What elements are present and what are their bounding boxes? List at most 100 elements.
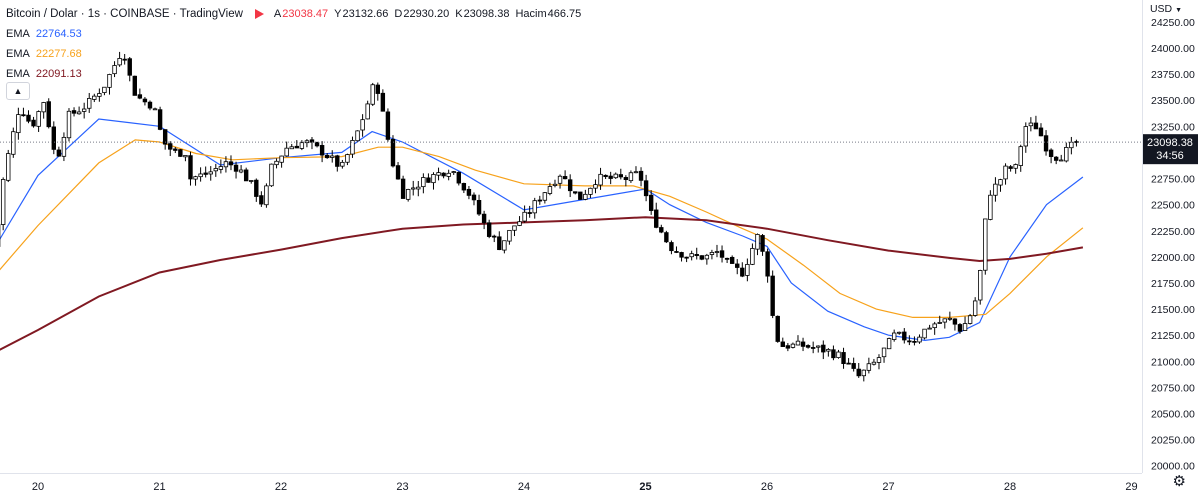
candle-body: [810, 347, 816, 349]
candle-body: [264, 185, 269, 206]
candle-body: [932, 323, 937, 329]
candle-body: [1069, 141, 1074, 149]
candle-body: [881, 347, 887, 358]
ohlc-close: K23098.38: [455, 8, 510, 20]
candle-body: [188, 155, 193, 180]
candle-body: [198, 173, 203, 178]
flag-icon[interactable]: [254, 9, 264, 19]
ema-label: EMA: [6, 68, 30, 80]
ema-line: [0, 216, 1084, 351]
candle-body: [340, 161, 345, 167]
candle-body: [385, 111, 391, 140]
candle-body: [664, 232, 669, 243]
candle-body: [861, 369, 866, 377]
candle-body: [294, 145, 299, 149]
candle-body: [279, 155, 284, 163]
candle-body: [476, 199, 482, 215]
candle-body: [1043, 135, 1049, 152]
candle-body: [330, 155, 335, 158]
x-axis[interactable]: 20 21 22 23 24 25 26 27 28 29: [32, 481, 1138, 493]
candle-body: [31, 119, 36, 127]
candle-body: [517, 221, 522, 226]
candle-body: [643, 180, 649, 197]
candle-body: [648, 194, 654, 211]
y-tick-label: 20500.00: [1151, 408, 1195, 420]
candle-body: [1064, 147, 1069, 162]
candle-body: [588, 187, 593, 195]
candle-body: [299, 142, 305, 149]
x-tick-label: 21: [153, 481, 165, 493]
candle-body: [36, 111, 41, 127]
ema-value: 22091.13: [35, 68, 82, 80]
x-tick-label: 24: [518, 481, 530, 493]
x-tick-label: 29: [1125, 481, 1137, 493]
x-tick-label: 26: [761, 481, 773, 493]
candle-body: [51, 126, 56, 150]
x-tick-label: 20: [32, 481, 44, 493]
candle-body: [567, 179, 573, 192]
candle-body: [481, 213, 487, 224]
candle-body: [557, 175, 563, 184]
x-tick-label: 27: [882, 481, 894, 493]
candle-body: [365, 103, 370, 120]
y-tick-label: 23500.00: [1151, 95, 1195, 107]
candle-body: [684, 256, 689, 259]
candle-body: [816, 345, 821, 348]
candle-body: [795, 340, 801, 346]
candle-body: [355, 130, 360, 142]
ema-row-mid[interactable]: EMA 22277.68: [6, 44, 587, 64]
candle-body: [112, 65, 117, 75]
candle-body: [689, 253, 694, 258]
ema-row-fast[interactable]: EMA 22764.53: [6, 24, 587, 44]
candle-body: [66, 110, 72, 139]
candle-body: [269, 163, 274, 187]
candle-body: [380, 92, 386, 112]
candle-body: [907, 340, 912, 343]
candle-body: [805, 345, 811, 348]
candle-body: [122, 58, 127, 61]
candle-body: [6, 153, 11, 181]
ohlc-volume: Hacim466.75: [515, 8, 582, 20]
chevron-down-icon: ▼: [1175, 7, 1182, 14]
bar-countdown: 34:56: [1156, 150, 1184, 162]
last-price-label: 23098.38 34:56: [1143, 134, 1198, 165]
ema-row-slow[interactable]: EMA 22091.13: [6, 64, 587, 84]
candle-body: [223, 161, 229, 168]
candle-body: [532, 200, 537, 214]
candle-body: [127, 58, 132, 76]
candle-body: [213, 168, 218, 172]
candle-body: [552, 183, 558, 186]
gear-icon[interactable]: ⚙: [1172, 473, 1186, 490]
candle-body: [249, 180, 254, 182]
candle-body: [871, 361, 877, 365]
candle-body: [957, 324, 963, 332]
candle-body: [841, 352, 846, 365]
candle-body: [157, 109, 163, 130]
candle-body: [770, 275, 775, 316]
candle-body: [719, 250, 725, 258]
candle-body: [309, 139, 315, 143]
candle-body: [654, 209, 659, 228]
collapse-legend-button[interactable]: ▲: [6, 82, 30, 100]
candle-body: [952, 318, 958, 325]
candle-body: [704, 254, 710, 260]
y-tick-label: 20750.00: [1151, 382, 1195, 394]
y-tick-label: 21250.00: [1151, 330, 1195, 342]
ema-layer: [0, 118, 1084, 351]
currency-selector[interactable]: USD ▼: [1150, 3, 1182, 15]
candle-body: [461, 183, 467, 191]
symbol-title[interactable]: Bitcoin / Dolar · 1s · COINBASE · Tradin…: [6, 8, 243, 20]
ohlc-low: D22930.20: [394, 8, 450, 20]
candle-body: [370, 84, 375, 105]
candle-body: [492, 235, 497, 238]
candle-body: [390, 138, 396, 167]
candle-body: [431, 174, 436, 184]
candle-body: [542, 192, 548, 201]
candle-body: [502, 240, 507, 251]
candle-body: [243, 169, 249, 182]
candle-body: [740, 267, 745, 277]
y-tick-label: 21500.00: [1151, 304, 1195, 316]
candle-body: [456, 171, 461, 184]
y-axis[interactable]: 20000.00 20250.00 20500.00 20750.00 21000.00…: [1151, 17, 1195, 473]
